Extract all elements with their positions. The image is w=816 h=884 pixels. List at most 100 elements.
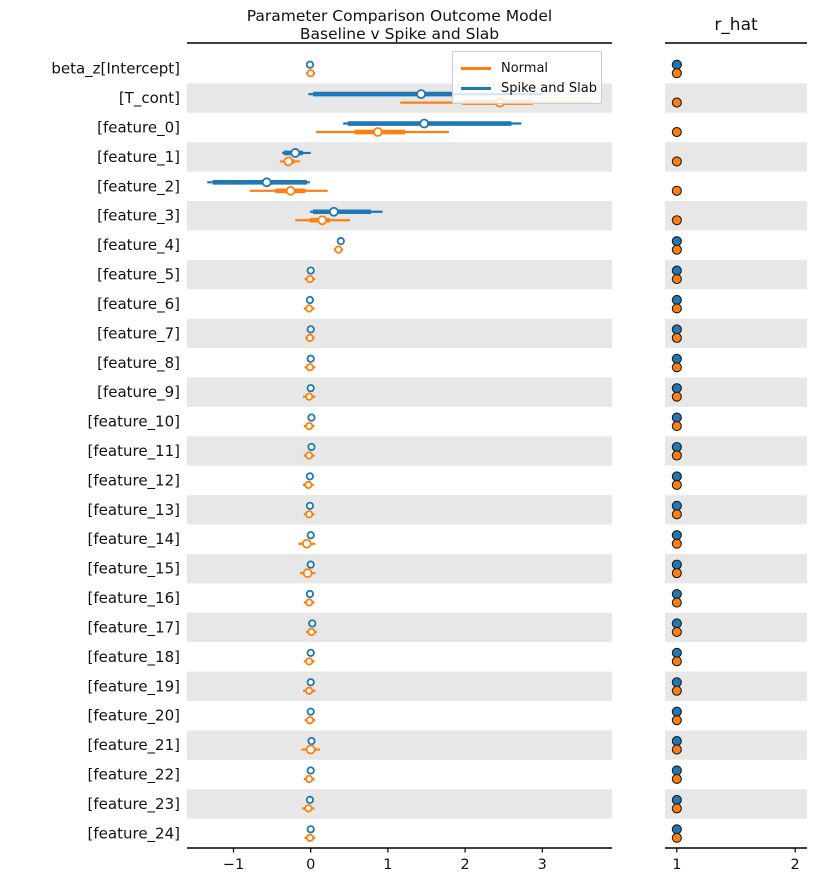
rhat-marker-spike-slab: [671, 265, 682, 276]
rhat-marker-normal: [671, 97, 682, 108]
row-band: [665, 259, 807, 290]
rhat-marker-normal: [671, 803, 682, 814]
rhat-marker-normal: [671, 509, 682, 520]
median-marker: [307, 627, 316, 637]
legend: Normal Spike and Slab: [452, 51, 602, 104]
y-axis-label: [feature_4]: [97, 236, 180, 255]
left-panel-title: Parameter Comparison Outcome Model Basel…: [187, 7, 612, 43]
rhat-marker-spike-slab: [671, 412, 682, 423]
rhat-marker-normal: [671, 421, 682, 432]
median-marker: [306, 69, 315, 78]
y-axis-label: [T_cont]: [119, 89, 180, 108]
y-axis-label: [feature_22]: [88, 765, 180, 784]
row-band: [187, 377, 612, 407]
row-band: [665, 495, 807, 525]
rhat-marker-spike-slab: [671, 236, 682, 247]
median-marker: [305, 716, 315, 725]
y-axis-label: [feature_8]: [97, 354, 180, 373]
median-marker: [305, 363, 315, 372]
rhat-marker-normal: [671, 744, 682, 755]
median-marker: [302, 568, 313, 579]
x-tick-label: 3: [538, 857, 547, 873]
rhat-marker-spike-slab: [671, 353, 682, 364]
y-axis-label: [feature_5]: [97, 266, 180, 285]
median-marker: [306, 648, 315, 657]
median-marker: [305, 833, 315, 842]
row-band: [665, 377, 807, 407]
median-marker: [305, 274, 315, 284]
legend-item-normal: Normal: [461, 58, 593, 78]
median-marker: [305, 451, 314, 460]
rhat-marker-normal: [671, 568, 682, 579]
row-band: [665, 436, 807, 466]
rhat-marker-spike-slab: [671, 471, 682, 482]
rhat-marker-spike-slab: [671, 441, 682, 453]
median-marker: [372, 127, 383, 137]
median-marker: [306, 325, 315, 334]
rhat-marker-spike-slab: [671, 677, 682, 688]
median-marker: [308, 619, 317, 628]
row-band: [187, 671, 612, 701]
rhat-marker-normal: [671, 126, 682, 138]
median-marker: [305, 304, 314, 313]
row-band: [665, 142, 807, 172]
row-band: [187, 318, 612, 349]
legend-label-spike-slab: Spike and Slab: [501, 80, 597, 96]
median-marker: [306, 354, 315, 363]
y-axis-label: [feature_20]: [88, 707, 180, 726]
row-band: [665, 83, 807, 113]
row-band: [665, 612, 807, 643]
rhat-marker-normal: [671, 332, 682, 343]
y-axis-label: [feature_10]: [88, 413, 180, 432]
y-axis-label: [feature_7]: [97, 324, 180, 343]
median-marker: [305, 501, 315, 510]
y-axis-label: [feature_15]: [88, 560, 180, 579]
rhat-marker-normal: [671, 626, 682, 637]
y-axis-label: [feature_18]: [88, 648, 180, 667]
rhat-marker-spike-slab: [671, 588, 682, 600]
median-marker: [416, 89, 426, 100]
median-marker: [305, 744, 316, 755]
median-marker: [305, 333, 315, 342]
y-axis-label: [feature_3]: [97, 207, 180, 226]
legend-item-spike-slab: Spike and Slab: [461, 78, 597, 98]
median-marker: [307, 413, 316, 422]
row-band: [665, 318, 807, 349]
median-marker: [306, 384, 315, 393]
x-tick-label: 1: [672, 857, 681, 873]
rhat-marker-normal: [671, 185, 682, 196]
row-band: [187, 789, 612, 819]
rhat-marker-spike-slab: [671, 294, 682, 306]
median-marker: [305, 598, 314, 607]
rhat-marker-normal: [671, 244, 682, 255]
median-marker: [305, 657, 314, 666]
y-axis-label: [feature_19]: [88, 677, 180, 696]
rhat-marker-normal: [671, 773, 682, 785]
x-tick-label: 2: [791, 857, 800, 873]
median-marker: [336, 237, 345, 246]
legend-line-normal: [461, 66, 491, 70]
median-marker: [306, 825, 315, 834]
median-marker: [305, 795, 315, 804]
median-marker: [305, 774, 314, 784]
rhat-marker-normal: [671, 538, 682, 549]
row-band: [665, 730, 807, 760]
rhat-marker-spike-slab: [671, 530, 682, 541]
median-marker: [305, 510, 314, 519]
row-band: [187, 553, 612, 584]
rhat-marker-normal: [671, 274, 682, 285]
title-line-2: Baseline v Spike and Slab: [299, 25, 500, 43]
median-marker: [307, 736, 316, 746]
x-tick-label: 2: [460, 857, 469, 873]
rhat-marker-normal: [671, 156, 682, 167]
legend-label-normal: Normal: [501, 60, 549, 76]
rhat-marker-normal: [671, 362, 682, 373]
rhat-marker-normal: [671, 479, 682, 490]
row-band: [665, 671, 807, 701]
rhat-marker-normal: [671, 391, 682, 402]
y-axis-label: [feature_9]: [97, 383, 180, 402]
legend-line-spike-slab: [461, 86, 491, 90]
rhat-panel-title: r_hat: [714, 15, 758, 35]
